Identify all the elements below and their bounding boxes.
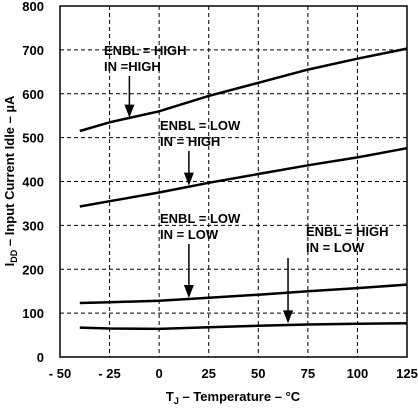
annotation-label: IN =HIGH (104, 59, 161, 74)
x-axis-title: TJ – Temperature – °C (166, 389, 301, 406)
arrow-head (183, 284, 194, 298)
annotation-label: ENBL = LOW (160, 118, 241, 133)
series-group (79, 47, 408, 331)
y-tick-label: 600 (22, 87, 44, 102)
x-tick-labels: - 50 - 25 0 25 50 75 100 125 (49, 366, 418, 381)
x-tick-label: 50 (251, 366, 265, 381)
plot-frame (59, 5, 408, 358)
y-tick-label: 700 (22, 43, 44, 58)
y-tick-label: 400 (22, 175, 44, 190)
y-tick-label: 300 (22, 218, 44, 233)
y-axis-title: IDD – Input Current Idle – µA (2, 95, 19, 266)
x-tick-label: - 25 (98, 366, 120, 381)
annotation-label: ENBL = LOW (160, 211, 241, 226)
arrow-head (183, 172, 194, 186)
arrow-head (283, 310, 294, 324)
grid (60, 6, 407, 357)
x-tick-label: 0 (156, 366, 163, 381)
annotation-label: ENBL = HIGH (306, 224, 388, 239)
annotation-label: IN = LOW (306, 240, 365, 255)
series-line (79, 47, 408, 133)
annotation-label: IN = LOW (160, 227, 219, 242)
x-tick-label: 75 (301, 366, 315, 381)
y-tick-label: 800 (22, 0, 44, 14)
y-tick-label: 200 (22, 262, 44, 277)
annotation-label: IN = HIGH (160, 134, 220, 149)
y-tick-label: 100 (22, 306, 44, 321)
x-tick-label: 125 (396, 366, 418, 381)
annotation-label: ENBL = HIGH (104, 43, 186, 58)
series-line (79, 146, 408, 208)
y-tick-labels: 0 100 200 300 400 500 600 700 800 (22, 0, 44, 365)
x-tick-label: 25 (201, 366, 215, 381)
series-line (79, 321, 408, 331)
x-tick-label: 100 (347, 366, 369, 381)
y-tick-label: 500 (22, 131, 44, 146)
y-tick-label: 0 (37, 350, 44, 365)
series-line (79, 283, 408, 305)
arrow-head (124, 104, 135, 118)
x-tick-label: - 50 (49, 366, 71, 381)
